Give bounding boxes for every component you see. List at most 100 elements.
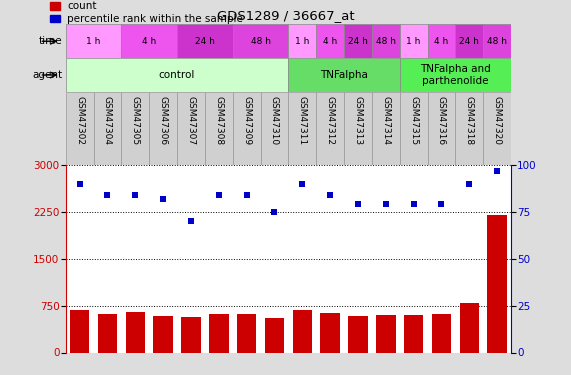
Bar bbox=[233, 24, 288, 58]
Text: 48 h: 48 h bbox=[376, 37, 396, 46]
Bar bbox=[70, 310, 89, 352]
Bar bbox=[205, 92, 233, 165]
Bar bbox=[122, 24, 177, 58]
Bar bbox=[400, 58, 511, 92]
Bar bbox=[456, 92, 483, 165]
Bar bbox=[428, 92, 456, 165]
Text: 4 h: 4 h bbox=[142, 37, 156, 46]
Bar bbox=[428, 24, 456, 58]
Bar bbox=[260, 92, 288, 165]
Text: GSM47318: GSM47318 bbox=[465, 96, 474, 145]
Bar bbox=[404, 315, 423, 352]
Bar bbox=[209, 314, 228, 352]
Bar bbox=[320, 312, 340, 352]
Bar bbox=[372, 92, 400, 165]
Point bbox=[186, 218, 195, 224]
Text: GSM47314: GSM47314 bbox=[381, 96, 391, 144]
Text: TNFalpha: TNFalpha bbox=[320, 70, 368, 80]
Point bbox=[493, 168, 502, 174]
Point bbox=[75, 181, 84, 187]
Bar bbox=[50, 3, 60, 10]
Point bbox=[270, 209, 279, 215]
Text: 24 h: 24 h bbox=[459, 37, 479, 46]
Bar bbox=[181, 317, 200, 352]
Bar bbox=[94, 92, 122, 165]
Point bbox=[214, 192, 223, 198]
Text: TNFalpha and
parthenolide: TNFalpha and parthenolide bbox=[420, 64, 490, 86]
Bar bbox=[288, 92, 316, 165]
Bar bbox=[460, 303, 479, 352]
Text: 4 h: 4 h bbox=[435, 37, 449, 46]
Bar bbox=[126, 312, 145, 352]
Bar bbox=[292, 310, 312, 352]
Text: GSM47320: GSM47320 bbox=[493, 96, 502, 144]
Text: GSM47309: GSM47309 bbox=[242, 96, 251, 145]
Text: 24 h: 24 h bbox=[348, 37, 368, 46]
Text: control: control bbox=[159, 70, 195, 80]
Point bbox=[409, 201, 418, 207]
Point bbox=[242, 192, 251, 198]
Bar bbox=[316, 92, 344, 165]
Text: GSM47305: GSM47305 bbox=[131, 96, 140, 145]
Bar bbox=[233, 92, 260, 165]
Text: 24 h: 24 h bbox=[195, 37, 215, 46]
Bar bbox=[400, 24, 428, 58]
Bar bbox=[488, 215, 507, 352]
Text: GSM47308: GSM47308 bbox=[214, 96, 223, 145]
Bar bbox=[66, 58, 288, 92]
Bar bbox=[376, 315, 396, 352]
Point bbox=[353, 201, 363, 207]
Bar bbox=[344, 92, 372, 165]
Text: agent: agent bbox=[33, 70, 63, 80]
Bar bbox=[348, 316, 368, 352]
Text: 1 h: 1 h bbox=[407, 37, 421, 46]
Bar bbox=[50, 15, 60, 22]
Point bbox=[103, 192, 112, 198]
Bar bbox=[66, 24, 122, 58]
Bar bbox=[288, 58, 400, 92]
Bar bbox=[122, 92, 149, 165]
Text: GSM47316: GSM47316 bbox=[437, 96, 446, 145]
Text: 48 h: 48 h bbox=[487, 37, 507, 46]
Point bbox=[325, 192, 335, 198]
Bar bbox=[149, 92, 177, 165]
Bar bbox=[372, 24, 400, 58]
Point bbox=[159, 196, 168, 202]
Text: GSM47311: GSM47311 bbox=[297, 96, 307, 145]
Bar bbox=[400, 92, 428, 165]
Bar bbox=[344, 24, 372, 58]
Text: time: time bbox=[39, 36, 63, 46]
Text: GSM47315: GSM47315 bbox=[409, 96, 418, 145]
Bar bbox=[316, 24, 344, 58]
Text: GSM47302: GSM47302 bbox=[75, 96, 84, 144]
Bar bbox=[265, 318, 284, 352]
Text: 48 h: 48 h bbox=[251, 37, 271, 46]
Text: GSM47307: GSM47307 bbox=[186, 96, 195, 145]
Text: GSM47304: GSM47304 bbox=[103, 96, 112, 144]
Point bbox=[381, 201, 391, 207]
Text: GDS1289 / 36667_at: GDS1289 / 36667_at bbox=[216, 9, 355, 22]
Bar bbox=[432, 314, 451, 352]
Point bbox=[465, 181, 474, 187]
Text: percentile rank within the sample: percentile rank within the sample bbox=[67, 13, 243, 24]
Text: GSM47310: GSM47310 bbox=[270, 96, 279, 145]
Text: 1 h: 1 h bbox=[295, 37, 309, 46]
Bar bbox=[483, 24, 511, 58]
Point bbox=[297, 181, 307, 187]
Bar bbox=[237, 314, 256, 352]
Text: 4 h: 4 h bbox=[323, 37, 337, 46]
Bar bbox=[98, 314, 117, 352]
Bar bbox=[483, 92, 511, 165]
Text: count: count bbox=[67, 2, 97, 11]
Bar bbox=[456, 24, 483, 58]
Bar bbox=[177, 24, 233, 58]
Text: 1 h: 1 h bbox=[86, 37, 100, 46]
Text: GSM47312: GSM47312 bbox=[325, 96, 335, 144]
Text: GSM47306: GSM47306 bbox=[159, 96, 168, 145]
Bar bbox=[154, 316, 173, 352]
Bar bbox=[66, 92, 94, 165]
Bar bbox=[177, 92, 205, 165]
Bar bbox=[288, 24, 316, 58]
Point bbox=[437, 201, 446, 207]
Text: GSM47313: GSM47313 bbox=[353, 96, 363, 145]
